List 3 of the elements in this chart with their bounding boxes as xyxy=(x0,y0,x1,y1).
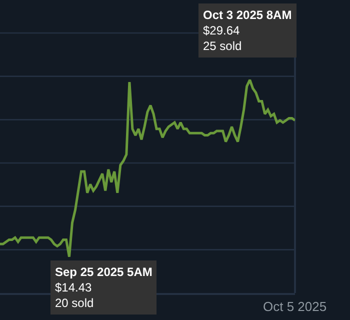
annotation: Sep 25 2025 5AM $14.43 20 sold xyxy=(55,265,152,310)
text: Oct 5 2025 xyxy=(263,299,327,314)
text: Oct 3 2025 8AM $29.64 25 sold xyxy=(203,8,292,54)
